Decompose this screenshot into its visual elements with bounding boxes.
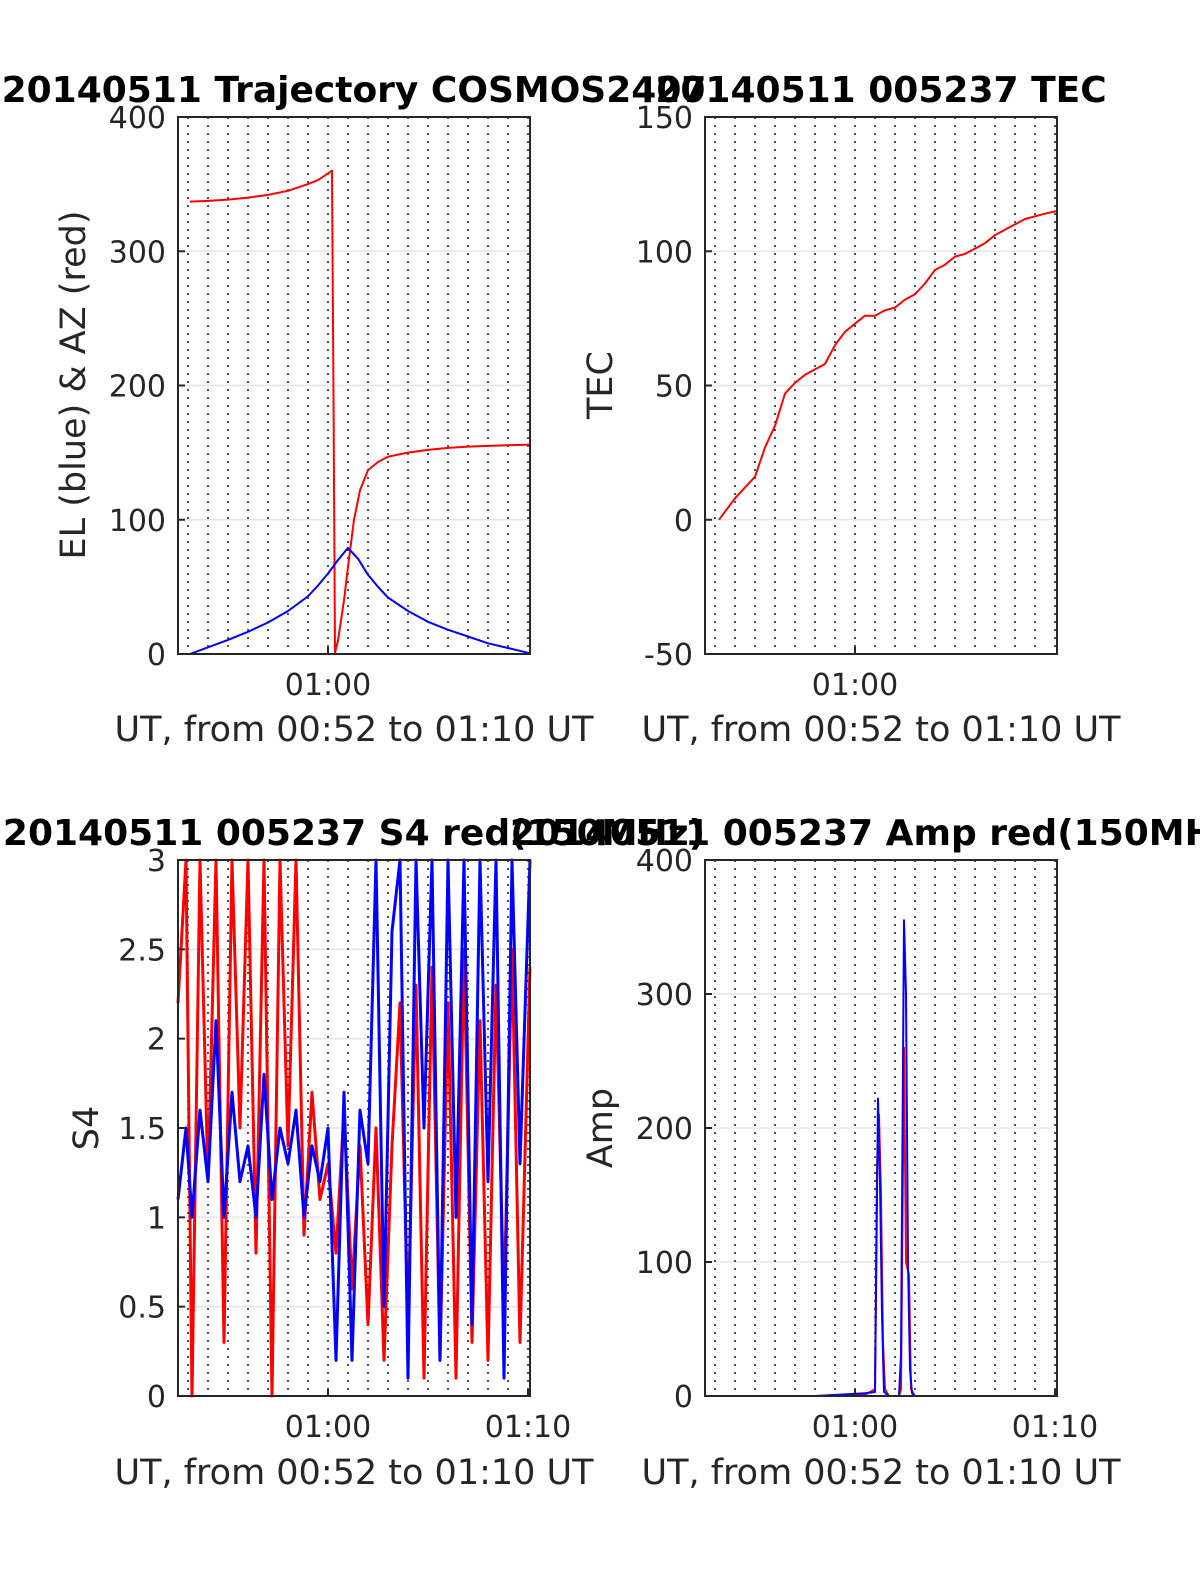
chart-title-trajectory: 20140511 Trajectory COSMOS2407: [2, 70, 707, 111]
y-tick-label: 0: [147, 638, 166, 673]
y-tick-label: 300: [636, 978, 693, 1013]
series-trajectory: [189, 169, 531, 655]
x-axis-label-trajectory: UT, from 00:52 to 01:10 UT: [114, 710, 594, 750]
y-tick-label: 200: [636, 1112, 693, 1147]
ticks-amp: 0 100 200 300 400 01:00 01:10: [636, 844, 1099, 1445]
y-tick-label: 100: [636, 235, 693, 270]
y-tick-label: 1.5: [118, 1112, 166, 1147]
x-tick-label: 01:00: [285, 668, 371, 703]
y-axis-label-trajectory: EL (blue) & AZ (red): [54, 211, 94, 560]
y-tick-label: 50: [655, 370, 693, 405]
series-line-red: [718, 210, 1058, 521]
x-axis-label-tec: UT, from 00:52 to 01:10 UT: [641, 710, 1121, 750]
series-tec: [718, 210, 1058, 521]
x-tick-label: 01:00: [812, 668, 898, 703]
y-tick-label: 300: [109, 235, 166, 270]
ticks-trajectory: 0 100 200 300 400 01:00: [109, 101, 372, 703]
y-tick-label: 0: [674, 1380, 693, 1415]
ticks-tec: -50 0 50 100 150 01:00: [636, 101, 899, 703]
panel-amp: 0 100 200 300 400 01:00 01:10 20140511 005237 …: [510, 813, 1200, 1493]
chart-title-amp: 20140511 005237 Amp red(150MHz): [510, 813, 1200, 854]
x-tick-label: 01:00: [285, 1410, 371, 1445]
series-line-blue: [189, 546, 531, 655]
panel-s4: 0 0.5 1 1.5 2 2.5 3 01:00 01:10 20140511 005237 …: [3, 813, 705, 1493]
y-tick-label: 150: [636, 101, 693, 136]
y-tick-label: 2: [147, 1023, 166, 1058]
x-axis-label-amp: UT, from 00:52 to 01:10 UT: [641, 1453, 1121, 1493]
series-amp: [705, 919, 1057, 1397]
y-tick-label: 2.5: [118, 933, 166, 968]
chart-title-tec: 20140511 005237 TEC: [655, 70, 1106, 111]
y-tick-label: 400: [636, 844, 693, 879]
y-tick-label: 3: [147, 844, 166, 879]
panel-trajectory: 0 100 200 300 400 01:00 20140511 Trajectory C…: [2, 70, 707, 750]
x-axis-label-s4: UT, from 00:52 to 01:10 UT: [114, 1453, 594, 1493]
y-tick-label: -50: [644, 638, 693, 673]
y-tick-label: 100: [636, 1246, 693, 1281]
grid-tec: [705, 116, 1057, 655]
ticks-s4: 0 0.5 1 1.5 2 2.5 3 01:00 01:10: [118, 844, 571, 1445]
x-tick-label: 01:00: [812, 1410, 898, 1445]
y-axis-label-amp: Amp: [581, 1088, 621, 1168]
y-tick-label: 1: [147, 1201, 166, 1236]
y-tick-label: 200: [109, 370, 166, 405]
series-line-red: [189, 169, 531, 654]
y-axis-label-tec: TEC: [581, 351, 621, 420]
chart-title-s4: 20140511 005237 S4 red(150MHz): [3, 813, 705, 854]
series-s4: [176, 858, 532, 1398]
grid-trajectory: [178, 116, 530, 655]
y-axis-label-s4: S4: [67, 1106, 107, 1151]
y-tick-label: 400: [109, 101, 166, 136]
y-tick-label: 0: [674, 504, 693, 539]
series-line-blue: [176, 858, 532, 1380]
panel-tec: -50 0 50 100 150 01:00 20140511 005237 TEC UT…: [581, 70, 1121, 750]
x-tick-label: 01:10: [485, 1410, 571, 1445]
x-tick-label: 01:10: [1012, 1410, 1098, 1445]
y-tick-label: 0: [147, 1380, 166, 1415]
y-tick-label: 0.5: [118, 1291, 166, 1326]
y-tick-label: 100: [109, 504, 166, 539]
